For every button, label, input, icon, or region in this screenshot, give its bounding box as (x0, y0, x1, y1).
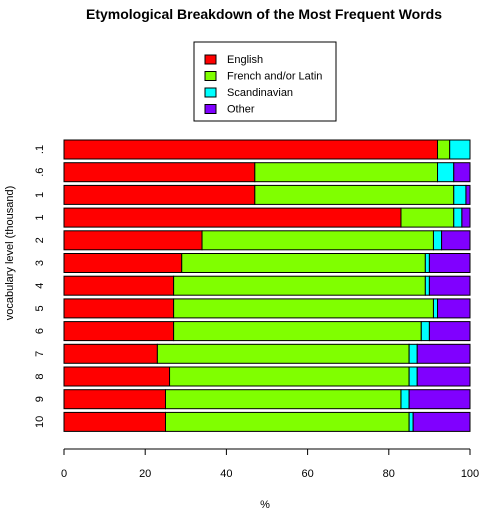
y-tick-label: 10 (34, 416, 46, 428)
bar-french-and-or-latin-8 (173, 321, 422, 342)
y-tick-label: 3 (34, 260, 46, 266)
bar-english-1 (63, 162, 256, 183)
bar-other-2 (465, 184, 471, 205)
bar-scandinavian-2 (453, 184, 467, 205)
y-tick-labels: .1 .6 1 1 2 3 4 5 6 7 8 9 10 (34, 145, 46, 428)
bar-english-8 (63, 321, 175, 342)
bar-french-and-or-latin-12 (165, 411, 410, 432)
y-tick-label: 4 (34, 283, 46, 289)
bar-scandinavian-10 (408, 366, 418, 387)
bar-scandinavian-8 (420, 321, 430, 342)
bar-french-and-or-latin-10 (169, 366, 410, 387)
legend-box (193, 41, 337, 122)
legend-swatch (204, 54, 217, 65)
y-tick-label: 1 (34, 215, 46, 221)
legend-label: English (227, 54, 263, 66)
bar-english-10 (63, 366, 171, 387)
x-tick-label: 20 (139, 468, 151, 480)
bar-english-12 (63, 411, 166, 432)
y-tick-label: 2 (34, 237, 46, 243)
y-tick-label: 1 (34, 192, 46, 198)
bar-french-and-or-latin-5 (181, 253, 426, 273)
bar-other-11 (408, 389, 471, 410)
y-axis-label: vocabulary level (thousand) (4, 186, 16, 321)
bar-other-9 (416, 343, 471, 364)
y-tick-label: 8 (34, 373, 46, 379)
legend-label: Scandinavian (227, 87, 293, 99)
bar-scandinavian-9 (408, 343, 418, 364)
legend-label: French and/or Latin (227, 70, 322, 82)
y-tick-label: 9 (34, 396, 46, 402)
bar-english-9 (63, 343, 158, 364)
x-tick-label: 0 (61, 468, 67, 480)
bar-english-4 (63, 230, 203, 251)
bar-other-8 (428, 321, 471, 342)
bar-other-1 (453, 162, 471, 183)
bar-scandinavian-0 (449, 139, 471, 160)
bar-french-and-or-latin-1 (254, 162, 439, 183)
y-tick-label: 7 (34, 351, 46, 357)
bars (63, 139, 471, 432)
bar-scandinavian-7 (432, 298, 439, 319)
bar-english-0 (63, 139, 439, 160)
y-tick-label: .6 (34, 168, 46, 177)
bar-english-5 (63, 253, 183, 273)
bar-scandinavian-12 (408, 411, 414, 432)
bar-english-2 (63, 184, 256, 205)
bar-french-and-or-latin-0 (437, 139, 451, 160)
bar-scandinavian-3 (453, 207, 463, 228)
bar-english-11 (63, 389, 166, 410)
bar-other-4 (441, 230, 471, 251)
bar-other-6 (428, 275, 471, 296)
legend-swatch (204, 87, 217, 98)
x-tick-label: 100 (461, 468, 479, 480)
bar-english-7 (63, 298, 175, 319)
bar-scandinavian-1 (437, 162, 455, 183)
bar-french-and-or-latin-7 (173, 298, 434, 319)
bar-french-and-or-latin-9 (156, 343, 410, 364)
y-tick-label: .1 (34, 145, 46, 154)
bar-scandinavian-5 (424, 253, 430, 273)
chart-title: Etymological Breakdown of the Most Frequ… (86, 6, 442, 22)
bar-scandinavian-6 (424, 275, 430, 296)
x-tick-label: 80 (383, 468, 395, 480)
bar-other-7 (437, 298, 471, 319)
bar-other-5 (428, 253, 471, 273)
x-tick-label: 40 (220, 468, 232, 480)
bar-scandinavian-11 (400, 389, 410, 410)
bar-french-and-or-latin-6 (173, 275, 426, 296)
legend-swatch (204, 104, 217, 114)
legend-swatch (204, 71, 217, 81)
bar-french-and-or-latin-4 (201, 230, 434, 251)
x-tick-label: 60 (301, 468, 313, 480)
y-tick-label: 6 (34, 328, 46, 334)
bar-other-12 (412, 411, 471, 432)
bar-scandinavian-4 (432, 230, 443, 251)
x-axis: 0 20 40 60 80 100 (61, 448, 479, 480)
legend: English French and/or Latin Scandinavian Ot… (193, 41, 337, 122)
bar-english-3 (63, 207, 402, 228)
bar-french-and-or-latin-2 (254, 184, 455, 205)
bar-french-and-or-latin-3 (400, 207, 455, 228)
x-axis-label: % (260, 499, 270, 511)
bar-other-3 (461, 207, 471, 228)
y-tick-label: 5 (34, 305, 46, 311)
bar-english-6 (63, 275, 175, 296)
legend-label: Other (227, 103, 255, 115)
bar-other-10 (416, 366, 471, 387)
bar-french-and-or-latin-11 (165, 389, 402, 410)
